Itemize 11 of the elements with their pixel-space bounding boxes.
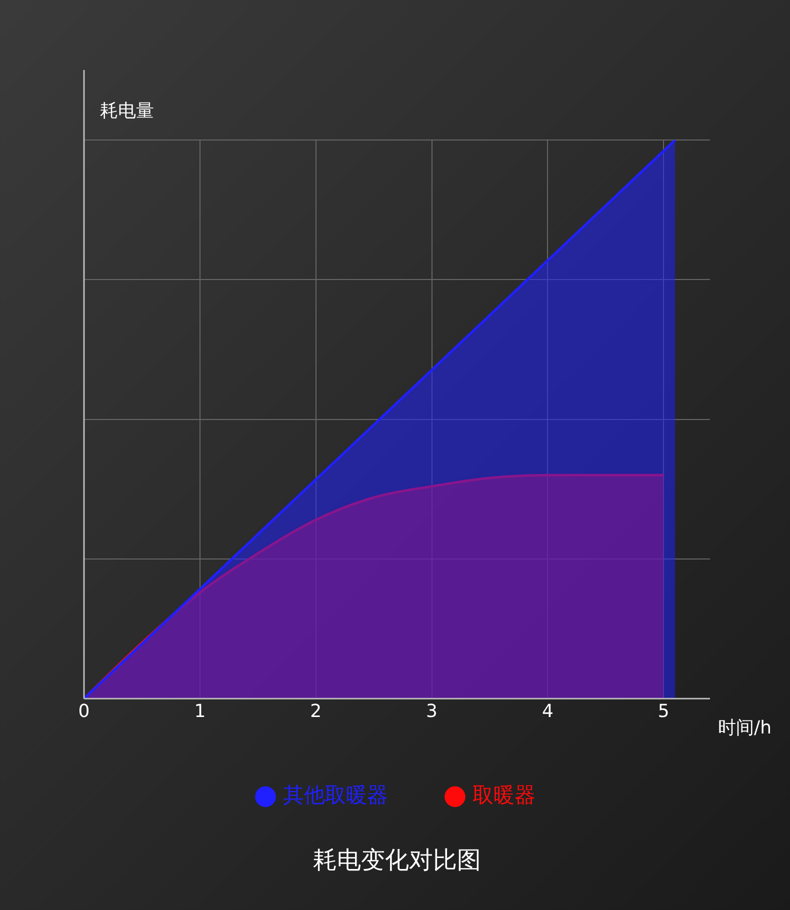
x-axis-title: 时间/h xyxy=(718,717,772,738)
text: 耗电变化对比图 xyxy=(313,846,481,874)
legend-label: 取暖器 xyxy=(472,783,536,808)
x-tick-label: 4 xyxy=(542,701,554,722)
x-tick-label: 5 xyxy=(658,701,670,722)
x-tick-label: 0 xyxy=(78,701,90,722)
x-tick-label: 3 xyxy=(426,701,438,722)
x-tick-label: 2 xyxy=(310,701,322,722)
legend-label: 其他取暖器 xyxy=(283,783,388,808)
y-axis-title: 耗电量 xyxy=(100,100,154,122)
x-tick-label: 1 xyxy=(194,701,206,722)
